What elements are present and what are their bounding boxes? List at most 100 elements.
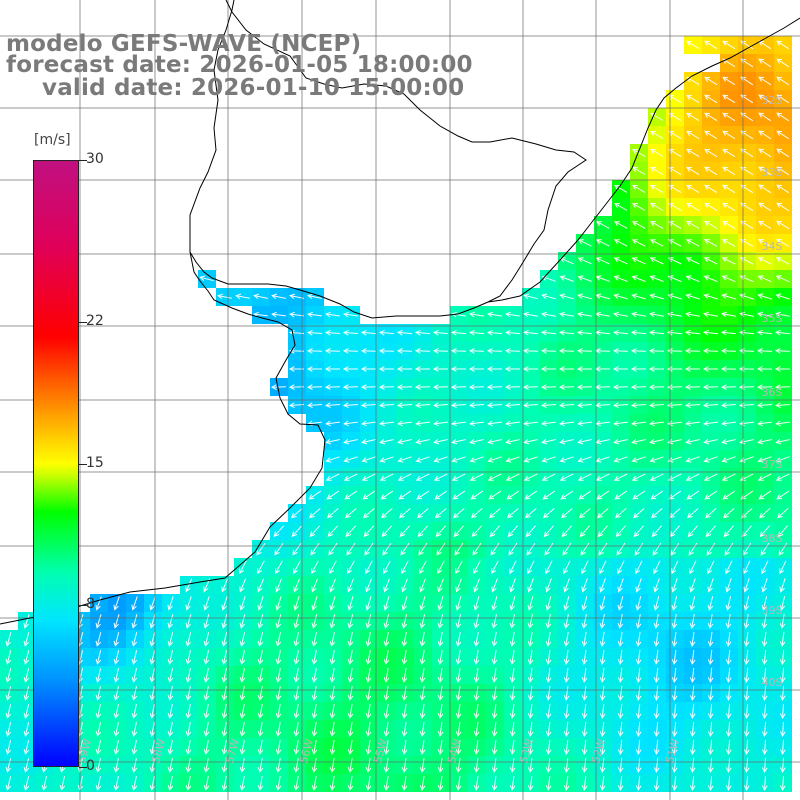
wind-arrow [221, 686, 228, 701]
wind-arrow [311, 596, 318, 611]
wind-arrow [774, 329, 791, 336]
wind-arrow [635, 667, 642, 684]
wind-arrow [633, 525, 644, 538]
wind-arrow [576, 348, 593, 354]
wind-arrow [757, 473, 772, 481]
wind-arrow [597, 525, 608, 538]
wind-arrow [704, 148, 718, 158]
wind-arrow [396, 402, 413, 409]
wind-arrow [545, 560, 553, 575]
wind-arrow [487, 311, 502, 318]
wind-arrow [468, 402, 485, 409]
wind-arrow [397, 438, 412, 445]
wind-arrow [776, 202, 790, 212]
wind-arrow [671, 685, 678, 702]
wind-arrow [776, 166, 790, 176]
wind-arrow [671, 703, 678, 720]
wind-arrow [578, 490, 592, 500]
wind-arrow [631, 221, 646, 229]
wind-arrow [635, 685, 642, 702]
wind-arrow [758, 76, 772, 86]
wind-arrow [704, 490, 718, 500]
wind-arrow [380, 508, 393, 519]
wind-arrow [95, 650, 102, 665]
wind-arrow [777, 525, 788, 538]
wind-arrow [667, 293, 682, 300]
wind-arrow [671, 739, 678, 756]
wind-arrow [23, 650, 30, 665]
wind-arrow [310, 543, 320, 556]
wind-arrow [400, 542, 410, 556]
wind-arrow [450, 384, 467, 390]
wind-arrow [419, 560, 427, 575]
wind-arrow [779, 560, 787, 575]
wind-arrow [491, 614, 498, 629]
wind-arrow [256, 543, 266, 556]
wind-arrow [360, 366, 376, 372]
wind-arrow [473, 668, 480, 683]
wind-arrow [401, 758, 408, 773]
wind-arrow [504, 348, 521, 354]
wind-arrow [185, 704, 192, 719]
wind-arrow [419, 776, 426, 791]
wind-arrow [725, 632, 732, 647]
wind-arrow [595, 239, 610, 247]
wind-arrow [486, 329, 503, 336]
wind-arrow [509, 560, 517, 575]
wind-arrow [203, 596, 210, 611]
wind-arrow [761, 721, 768, 738]
wind-arrow [635, 632, 642, 647]
wind-arrow [671, 721, 678, 738]
wind-arrow [95, 614, 102, 629]
wind-arrow [397, 473, 412, 481]
wind-arrow [239, 560, 247, 575]
wind-arrow [527, 578, 534, 593]
wind-arrow [559, 473, 574, 481]
wind-arrow [432, 384, 449, 390]
wind-arrow [615, 525, 626, 538]
wind-arrow [581, 775, 588, 792]
wind-arrow [455, 758, 462, 773]
wind-arrow [776, 76, 790, 86]
wind-arrow [559, 311, 574, 318]
wind-arrow [617, 703, 624, 720]
wind-arrow [419, 686, 426, 701]
wind-arrow [540, 384, 557, 390]
wind-arrow [347, 668, 354, 683]
wind-arrow [756, 348, 773, 354]
wind-arrow [324, 366, 340, 372]
wind-arrow [779, 757, 786, 774]
wind-arrow [721, 293, 736, 300]
wind-arrow [667, 456, 682, 463]
wind-arrow [325, 456, 340, 463]
wind-arrow [581, 757, 588, 774]
wind-arrow [774, 384, 791, 390]
wind-arrow [290, 508, 303, 519]
wind-arrow [617, 739, 624, 756]
wind-arrow [648, 366, 664, 372]
wind-arrow [469, 456, 484, 463]
wind-arrow [630, 384, 647, 390]
wind-arrow [524, 508, 537, 519]
wind-arrow [491, 704, 498, 719]
wind-arrow [5, 758, 12, 773]
wind-arrow [5, 776, 12, 791]
wind-arrow [274, 543, 284, 556]
wind-arrow [704, 184, 718, 194]
wind-arrow [599, 668, 606, 683]
wind-arrow [761, 685, 768, 702]
wind-arrow [775, 275, 790, 283]
lat-label: 32S [762, 94, 783, 107]
wind-arrow [579, 525, 590, 538]
wind-arrow [759, 525, 770, 538]
wind-arrow [381, 525, 393, 537]
wind-arrow [545, 740, 552, 755]
wind-arrow [378, 366, 394, 372]
wind-arrow [473, 578, 480, 593]
wind-arrow [59, 776, 66, 791]
wind-arrow [631, 311, 646, 318]
wind-arrow [221, 650, 228, 665]
wind-arrow [757, 311, 772, 318]
wind-arrow [347, 614, 354, 629]
wind-arrow [487, 456, 502, 463]
